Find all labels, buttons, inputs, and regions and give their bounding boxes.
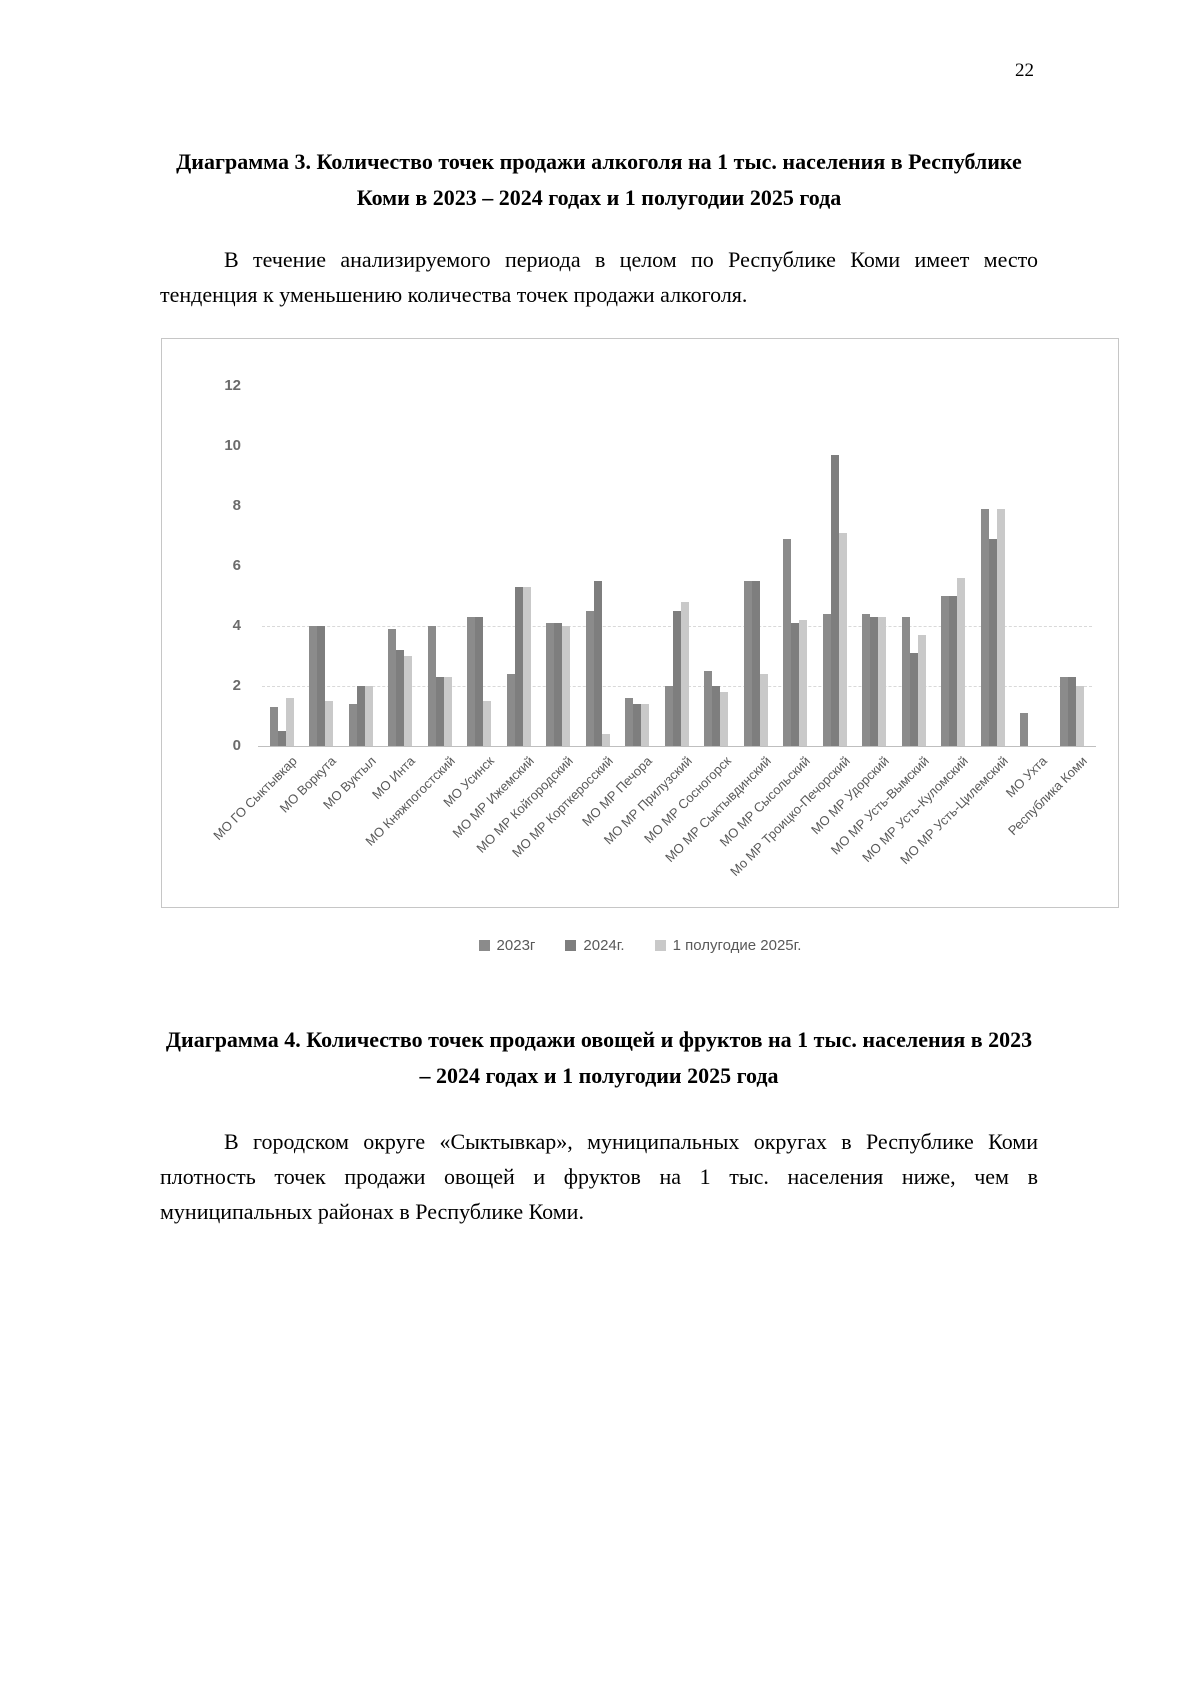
chart-bar bbox=[286, 698, 294, 746]
chart-bar bbox=[902, 617, 910, 746]
chart-bar bbox=[681, 602, 689, 746]
diagram3-chart: 0 2 4 6 8 10 12 МО ГО Сыктывкар МО Воркута МО Вук… bbox=[161, 338, 1119, 954]
chart-bar bbox=[791, 623, 799, 746]
chart-bar bbox=[641, 704, 649, 746]
diagram4-paragraph: В городском округе «Сыктывкар», муниципа… bbox=[160, 1129, 1038, 1224]
chart-bar bbox=[665, 686, 673, 746]
chart-bar bbox=[602, 734, 610, 746]
chart-bar bbox=[949, 596, 957, 746]
chart-y-tick-label: 12 bbox=[224, 377, 241, 394]
chart-bar bbox=[483, 701, 491, 746]
diagram3-paragraph: В течение анализируемого периода в целом… bbox=[160, 247, 1038, 307]
chart-bar bbox=[404, 656, 412, 746]
chart-bar bbox=[783, 539, 791, 746]
chart-bar bbox=[554, 623, 562, 746]
chart-bar bbox=[325, 701, 333, 746]
chart-bar bbox=[625, 698, 633, 746]
chart-bar bbox=[507, 674, 515, 746]
chart-bar bbox=[523, 587, 531, 746]
chart-bar bbox=[831, 455, 839, 746]
chart-bar bbox=[673, 611, 681, 746]
chart-bar bbox=[396, 650, 404, 746]
legend-item: 2023г bbox=[478, 937, 536, 954]
chart-bar bbox=[317, 626, 325, 746]
legend-label: 1 полугодие 2025г. bbox=[672, 937, 802, 954]
chart-bar bbox=[357, 686, 365, 746]
chart-bar bbox=[365, 686, 373, 746]
chart-bar bbox=[562, 626, 570, 746]
chart-bar bbox=[799, 620, 807, 746]
chart-bar bbox=[704, 671, 712, 746]
chart-bar bbox=[515, 587, 523, 746]
chart-bar bbox=[278, 731, 286, 746]
chart-bar bbox=[586, 611, 594, 746]
chart-bar bbox=[941, 596, 949, 746]
chart-y-tick-label: 0 bbox=[232, 737, 241, 754]
legend-label: 2024г. bbox=[583, 937, 625, 954]
chart-bar bbox=[839, 533, 847, 746]
legend-swatch bbox=[478, 940, 490, 951]
chart-bar bbox=[444, 677, 452, 746]
chart-bar bbox=[870, 617, 878, 746]
chart-bar bbox=[475, 617, 483, 746]
chart-bar bbox=[957, 578, 965, 746]
chart-bar bbox=[309, 626, 317, 746]
chart-bar bbox=[270, 707, 278, 746]
chart-y-tick-label: 8 bbox=[232, 497, 241, 514]
chart-bar bbox=[712, 686, 720, 746]
legend-label: 2023г bbox=[496, 937, 536, 954]
chart-bar bbox=[1076, 686, 1084, 746]
legend-item: 1 полугодие 2025г. bbox=[654, 937, 802, 954]
chart-bar bbox=[546, 623, 554, 746]
chart-bar bbox=[594, 581, 602, 746]
chart-bar bbox=[752, 581, 760, 746]
chart-y-tick-label: 4 bbox=[232, 617, 241, 634]
chart-y-tick-label: 2 bbox=[232, 677, 241, 694]
legend-item: 2024г. bbox=[565, 937, 625, 954]
chart-bar bbox=[428, 626, 436, 746]
chart-legend: 2023г 2024г. 1 полугодие 2025г. bbox=[162, 937, 1118, 954]
chart-bar bbox=[467, 617, 475, 746]
chart-bar bbox=[633, 704, 641, 746]
chart-bar bbox=[1020, 713, 1028, 746]
chart-bar bbox=[760, 674, 768, 746]
diagram4-title: Диаграмма 4. Количество точек продажи ов… bbox=[165, 1027, 1033, 1088]
chart-bar bbox=[1060, 677, 1068, 746]
chart-bar bbox=[388, 629, 396, 746]
chart-bar bbox=[823, 614, 831, 746]
chart-bar bbox=[720, 692, 728, 746]
chart-bar bbox=[981, 509, 989, 746]
chart-bar bbox=[910, 653, 918, 746]
diagram3-title: Диаграмма 3. Количество точек продажи ал… bbox=[176, 149, 1022, 210]
chart-bar bbox=[989, 539, 997, 746]
chart-x-axis bbox=[258, 746, 1096, 747]
chart-bar bbox=[349, 704, 357, 746]
chart-bar bbox=[744, 581, 752, 746]
chart-bar bbox=[862, 614, 870, 746]
chart-bar bbox=[1068, 677, 1076, 746]
chart-y-tick-label: 10 bbox=[224, 437, 241, 454]
chart-bar bbox=[997, 509, 1005, 746]
chart-y-tick-label: 6 bbox=[232, 557, 241, 574]
page-number: 22 bbox=[1015, 60, 1034, 81]
legend-swatch bbox=[654, 940, 666, 951]
chart-bar bbox=[878, 617, 886, 746]
legend-swatch bbox=[565, 940, 577, 951]
chart-bar bbox=[918, 635, 926, 746]
chart-bar bbox=[436, 677, 444, 746]
